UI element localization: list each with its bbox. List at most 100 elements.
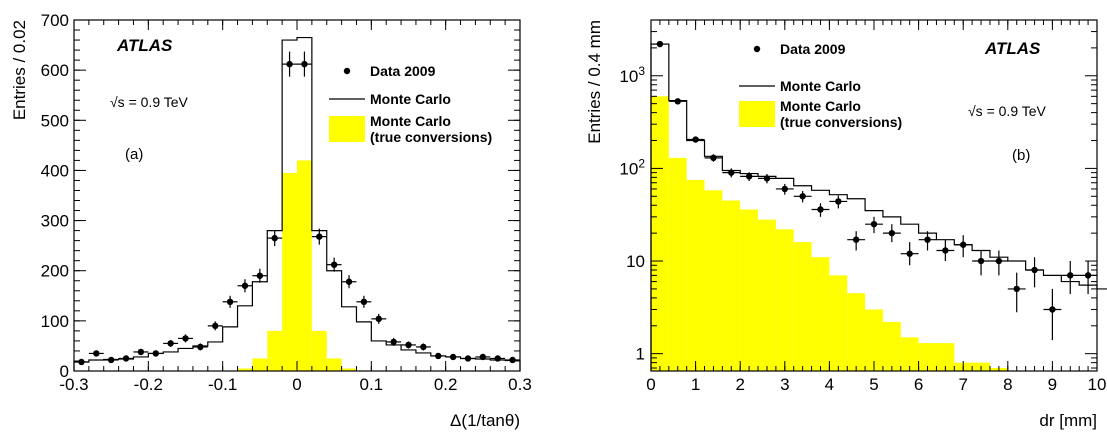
a-x-tick-label: 0.2 — [434, 375, 458, 394]
b-data-point — [888, 229, 896, 237]
b-data-point — [1049, 306, 1056, 313]
panel-a: -0.3 -0.2 -0.1 0 0.1 0.2 0.3 0 100 200 300 400 500 60… — [10, 11, 532, 430]
b-data-point — [781, 185, 788, 193]
b-legend-data-marker — [753, 45, 761, 53]
a-data-point — [301, 60, 308, 68]
b-x-tick-label: 6 — [914, 375, 923, 394]
b-data-point — [817, 206, 824, 213]
a-data-point — [360, 298, 368, 306]
b-data-point — [942, 247, 949, 254]
a-data-point — [137, 348, 145, 356]
a-true-bar — [311, 330, 327, 371]
b-data-point — [1013, 285, 1020, 293]
a-panel-label: (a) — [125, 146, 143, 163]
b-true-bar — [918, 343, 937, 371]
b-data-point — [1031, 266, 1038, 274]
a-true-bar — [282, 172, 297, 371]
b-x-tick-label: 5 — [869, 375, 878, 394]
b-panel-label: (b) — [1012, 147, 1030, 164]
a-histograms — [73, 36, 521, 371]
a-true-bar — [252, 358, 268, 371]
a-x-tick-label: 0 — [292, 375, 301, 394]
a-axis-ticks: -0.3 -0.2 -0.1 0 0.1 0.2 0.3 0 100 200 300 400 500 60… — [41, 11, 532, 394]
b-y-axis-label: Entries / 0.4 mm — [585, 20, 604, 144]
b-data-point — [799, 193, 806, 200]
b-x-tick-label: 2 — [735, 375, 744, 394]
a-data-point — [449, 353, 457, 361]
a-data-point — [405, 341, 412, 349]
b-data-point — [960, 241, 967, 248]
a-data-point — [390, 338, 397, 346]
b-y-tick-label: 103 — [619, 64, 645, 86]
b-true-bar — [829, 275, 848, 371]
a-data-point — [330, 261, 338, 268]
a-y-axis-label: Entries / 0.02 — [10, 20, 29, 120]
b-mc-step-line — [650, 43, 1107, 371]
b-data-point — [674, 98, 681, 105]
a-data-point — [93, 350, 100, 357]
b-true-bar — [704, 190, 723, 371]
a-data-point — [271, 234, 278, 242]
a-x-tick-label: -0.2 — [134, 375, 163, 394]
a-data-point — [226, 298, 234, 306]
b-data-point — [728, 169, 735, 176]
b-legend-true-label-2: (true conversions) — [780, 114, 902, 130]
b-x-tick-label: 7 — [958, 375, 967, 394]
b-true-bar — [900, 337, 919, 371]
b-data-point — [763, 175, 771, 182]
a-data-point — [420, 343, 427, 351]
b-true-bar — [740, 209, 759, 371]
b-true-bar — [758, 219, 776, 371]
a-y-tick-label: 100 — [41, 312, 69, 331]
a-true-bar — [341, 368, 357, 371]
a-true-bar — [326, 358, 342, 371]
a-legend-true-swatch — [329, 116, 365, 142]
a-y-tick-label: 500 — [41, 111, 69, 130]
a-legend-data-label: Data 2009 — [370, 63, 436, 79]
b-true-bar — [936, 343, 955, 371]
b-data-points — [651, 40, 1097, 341]
a-data-point — [167, 340, 174, 347]
a-data-point — [212, 322, 219, 330]
b-data-point — [995, 257, 1003, 265]
a-y-tick-label: 700 — [41, 11, 69, 30]
a-legend-true-label-2: (true conversions) — [370, 129, 492, 145]
b-y-tick-label: 102 — [619, 156, 645, 178]
a-data-point — [345, 278, 353, 285]
b-x-tick-label: 1 — [691, 375, 700, 394]
b-data-point — [745, 173, 753, 180]
a-data-point — [78, 358, 85, 366]
b-true-bar — [775, 229, 794, 371]
b-true-bar — [651, 96, 669, 371]
b-x-tick-label: 10 — [1088, 375, 1107, 394]
a-data-point — [152, 350, 159, 357]
a-data-point — [286, 60, 293, 68]
b-data-point — [852, 236, 860, 243]
b-data-point — [1067, 272, 1074, 279]
a-y-tick-label: 200 — [41, 262, 69, 281]
a-data-points — [74, 51, 520, 366]
b-energy-note: √s = 0.9 TeV — [968, 103, 1047, 119]
a-data-point — [122, 355, 130, 362]
b-true-bar — [793, 242, 812, 371]
b-data-point — [710, 154, 717, 162]
b-x-tick-label: 9 — [1048, 375, 1057, 394]
a-legend-true-label-1: Monte Carlo — [370, 113, 451, 129]
a-y-tick-label: 0 — [60, 362, 69, 381]
a-data-point — [479, 353, 487, 361]
a-experiment-label: ATLAS — [116, 36, 173, 55]
a-data-point — [316, 233, 323, 240]
a-data-point — [435, 352, 442, 360]
b-data-point — [924, 236, 931, 243]
b-x-tick-label: 3 — [780, 375, 789, 394]
b-true-bar — [686, 179, 705, 371]
b-legend: Data 2009 Monte Carlo Monte Carlo (true … — [739, 41, 902, 130]
a-x-tick-label: 0.1 — [360, 375, 384, 394]
a-true-bar — [237, 368, 253, 371]
b-true-bar — [811, 257, 830, 371]
b-legend-true-swatch — [739, 101, 775, 127]
a-data-point — [107, 356, 115, 364]
